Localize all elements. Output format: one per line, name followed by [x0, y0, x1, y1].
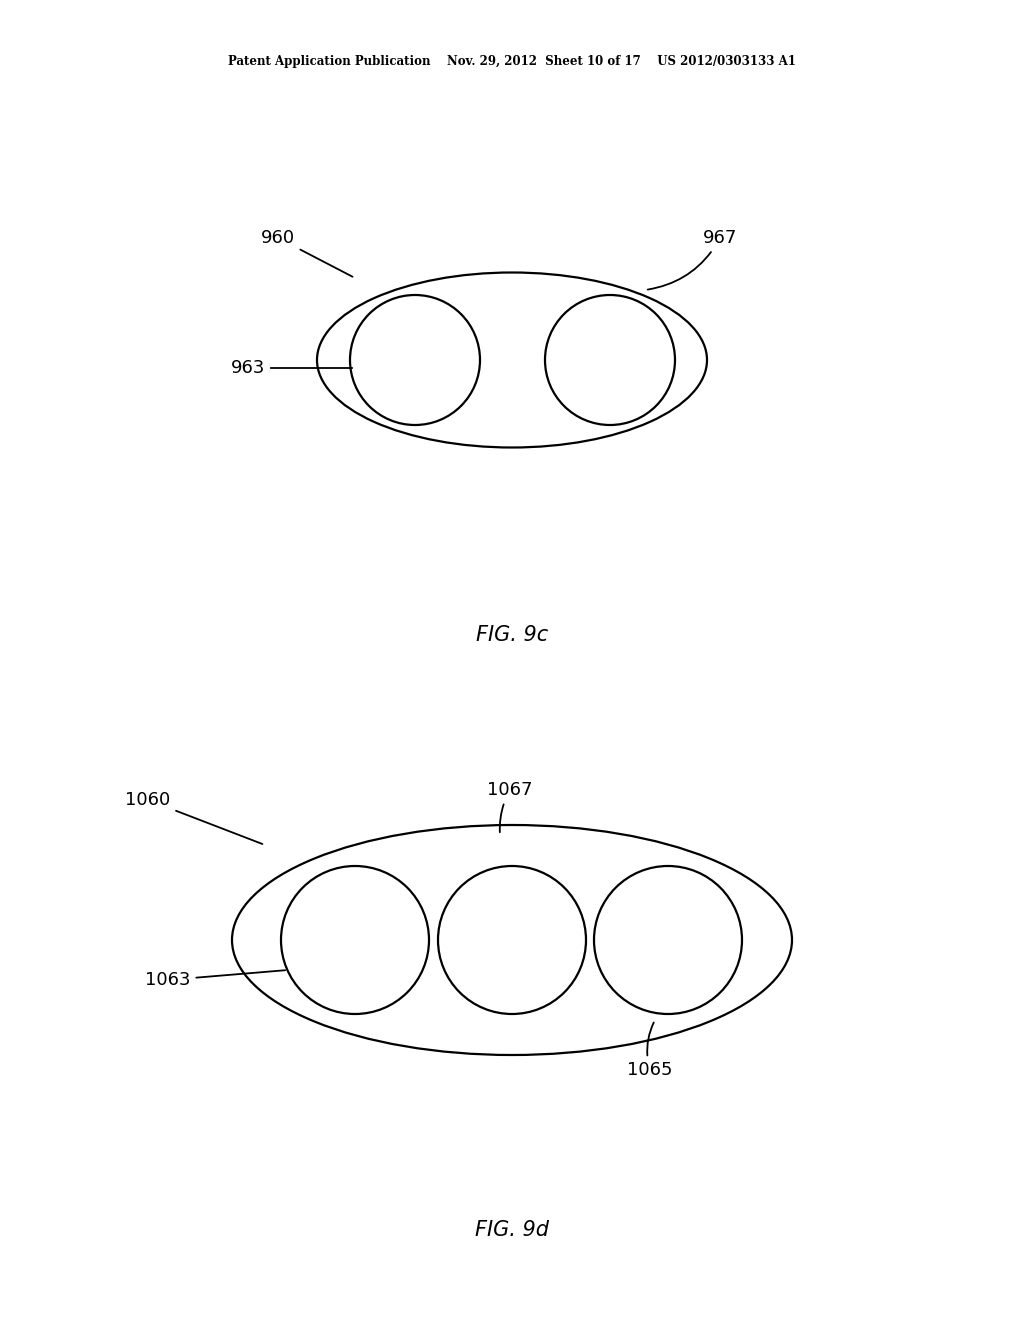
Text: FIG. 9c: FIG. 9c — [476, 624, 548, 645]
Text: 1060: 1060 — [125, 791, 262, 843]
Text: 967: 967 — [648, 228, 737, 289]
Text: Patent Application Publication    Nov. 29, 2012  Sheet 10 of 17    US 2012/03031: Patent Application Publication Nov. 29, … — [228, 55, 796, 69]
Text: 1067: 1067 — [487, 781, 532, 832]
Text: 960: 960 — [261, 228, 352, 277]
Text: 963: 963 — [230, 359, 352, 378]
Text: 1063: 1063 — [145, 970, 286, 989]
Text: 1065: 1065 — [628, 1023, 673, 1078]
Text: FIG. 9d: FIG. 9d — [475, 1220, 549, 1239]
